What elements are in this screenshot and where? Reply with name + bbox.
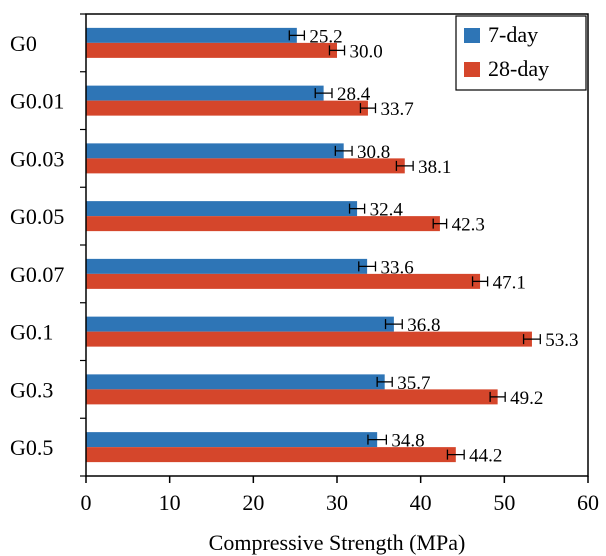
x-axis-title: Compressive Strength (MPa) [209,530,466,555]
data-label-28-day-g0-05: 42.3 [452,215,485,236]
data-label-28-day-g0: 30.0 [350,41,383,62]
data-label-28-day-g0-07: 47.1 [493,272,526,293]
labels-layer: 25.2 30.0 28.4 33.7 30.8 38.1 32.4 42.3 33.6 47.1… [288,26,579,467]
category-label-g0-1: G0.1 [10,320,53,345]
data-label-28-day-g0-3: 49.2 [510,388,543,409]
bar-28-day-g0-1 [86,331,532,347]
axis-layer: G0 G0.01 G0.03 G0.05 G0.07 G0.1 G0.3 G0.5 0 10 20 3… [10,13,599,515]
bar-28-day-g0-03 [86,158,405,174]
data-label-7-day-g0-07: 33.6 [380,257,413,278]
data-label-7-day-g0-01: 28.4 [337,84,371,105]
x-tick-label-10: 10 [159,490,181,515]
data-label-7-day-g0-03: 30.8 [357,142,390,163]
data-label-7-day-g0-05: 32.4 [370,200,404,221]
bars-layer [86,27,532,463]
category-label-g0-3: G0.3 [10,377,53,402]
bar-7-day-g0-07 [86,258,368,274]
data-label-28-day-g0-1: 53.3 [545,330,578,351]
category-label-g0-01: G0.01 [10,89,64,114]
data-label-28-day-g0-01: 33.7 [380,99,413,120]
x-tick-label-20: 20 [242,490,264,515]
category-label-g0-03: G0.03 [10,146,64,171]
category-label-g0-05: G0.05 [10,204,64,229]
data-label-7-day-g0-3: 35.7 [397,373,430,394]
data-label-28-day-g0-03: 38.1 [418,157,451,178]
bar-28-day-g0-5 [86,447,456,463]
bar-7-day-g0-03 [86,143,344,159]
x-tick-label-60: 60 [577,490,599,515]
data-label-7-day-g0-5: 34.8 [391,431,424,452]
bar-7-day-g0-05 [86,201,358,217]
legend: 7-day 28-day [455,15,587,91]
data-label-7-day-g0-1: 36.8 [407,315,440,336]
category-label-g0: G0 [10,31,37,56]
bar-7-day-g0 [86,27,297,43]
legend-swatch-7-day [464,28,480,43]
data-label-7-day-g0: 25.2 [309,26,342,47]
x-tick-label-30: 30 [326,490,348,515]
category-label-g0-5: G0.5 [10,435,53,460]
legend-label-7-day: 7-day [488,22,538,47]
x-tick-label-50: 50 [493,490,515,515]
legend-swatch-28-day [464,62,480,77]
bar-7-day-g0-01 [86,85,324,101]
x-tick-label-0: 0 [81,490,92,515]
bar-28-day-g0-01 [86,100,368,116]
bar-7-day-g0-3 [86,374,385,390]
category-label-g0-07: G0.07 [10,262,64,287]
bar-28-day-g0-3 [86,389,498,405]
data-label-28-day-g0-5: 44.2 [469,446,502,467]
x-tick-label-40: 40 [410,490,432,515]
legend-label-28-day: 28-day [488,56,549,81]
bar-7-day-g0-5 [86,432,378,448]
bar-28-day-g0-05 [86,216,440,232]
bar-7-day-g0-1 [86,316,394,332]
bar-28-day-g0-07 [86,273,481,289]
bar-28-day-g0 [86,42,337,58]
